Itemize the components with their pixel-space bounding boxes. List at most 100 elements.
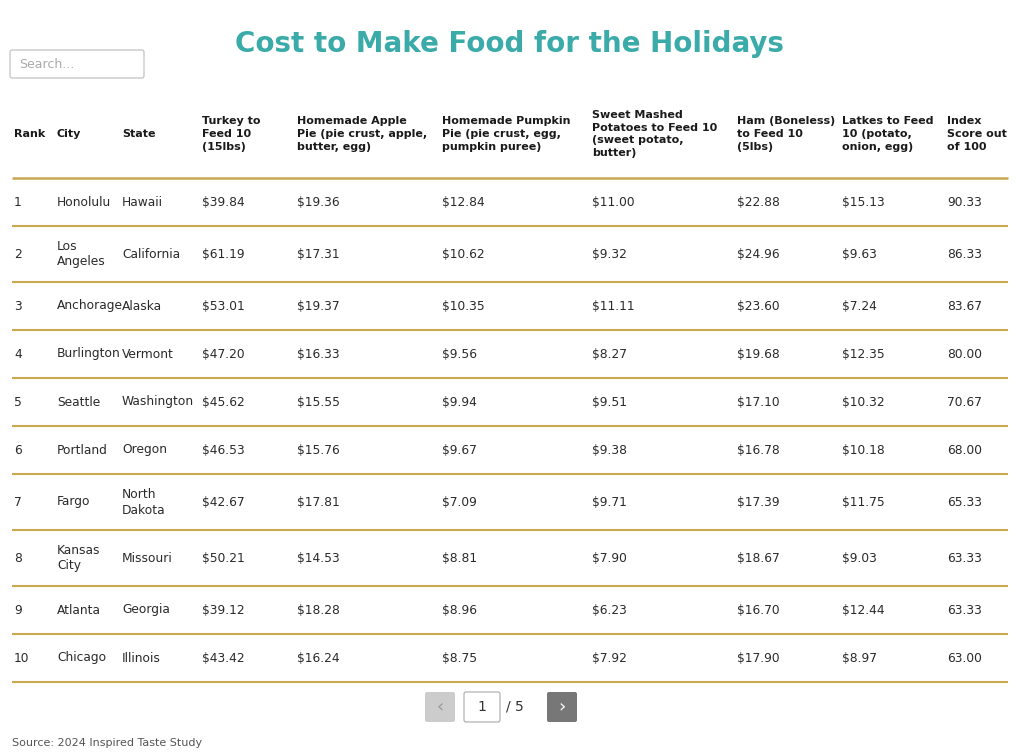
Text: 83.67: 83.67	[946, 299, 981, 313]
Text: 7: 7	[14, 496, 21, 508]
Text: Rank: Rank	[14, 129, 45, 139]
Text: $8.81: $8.81	[441, 551, 477, 565]
Text: $17.81: $17.81	[297, 496, 339, 508]
Text: 3: 3	[14, 299, 21, 313]
Text: ›: ›	[557, 698, 566, 716]
Text: $9.51: $9.51	[591, 396, 627, 408]
Text: $50.21: $50.21	[202, 551, 245, 565]
Text: ‹: ‹	[436, 698, 443, 716]
Text: $22.88: $22.88	[737, 196, 780, 208]
Text: $9.38: $9.38	[591, 444, 627, 456]
Text: $47.20: $47.20	[202, 347, 245, 360]
Text: $24.96: $24.96	[737, 247, 779, 260]
Text: $23.60: $23.60	[737, 299, 779, 313]
Text: 2: 2	[14, 247, 21, 260]
Text: Turkey to
Feed 10
(15lbs): Turkey to Feed 10 (15lbs)	[202, 117, 260, 152]
Text: $9.32: $9.32	[591, 247, 627, 260]
Text: 10: 10	[14, 651, 30, 665]
Text: $16.70: $16.70	[737, 604, 779, 617]
Text: California: California	[122, 247, 180, 260]
Text: Source: 2024 Inspired Taste Study: Source: 2024 Inspired Taste Study	[12, 738, 202, 748]
Text: 8: 8	[14, 551, 21, 565]
Text: Missouri: Missouri	[122, 551, 172, 565]
Text: 80.00: 80.00	[946, 347, 981, 360]
Text: 1: 1	[14, 196, 21, 208]
Text: $17.39: $17.39	[737, 496, 779, 508]
Text: Honolulu: Honolulu	[57, 196, 111, 208]
Text: 5: 5	[14, 396, 21, 408]
Text: $15.13: $15.13	[841, 196, 883, 208]
FancyBboxPatch shape	[10, 50, 144, 78]
Text: $53.01: $53.01	[202, 299, 245, 313]
Text: Burlington: Burlington	[57, 347, 120, 360]
Text: North
Dakota: North Dakota	[122, 487, 165, 517]
Text: $10.32: $10.32	[841, 396, 883, 408]
Text: $11.00: $11.00	[591, 196, 634, 208]
Text: $43.42: $43.42	[202, 651, 245, 665]
Text: Los
Angeles: Los Angeles	[57, 239, 106, 268]
FancyBboxPatch shape	[546, 692, 577, 722]
Text: $8.27: $8.27	[591, 347, 627, 360]
Text: $11.75: $11.75	[841, 496, 883, 508]
Text: 9: 9	[14, 604, 21, 617]
Text: $9.67: $9.67	[441, 444, 477, 456]
Text: $15.55: $15.55	[297, 396, 339, 408]
Text: $9.71: $9.71	[591, 496, 627, 508]
FancyBboxPatch shape	[464, 692, 499, 722]
Text: 70.67: 70.67	[946, 396, 981, 408]
Text: Oregon: Oregon	[122, 444, 167, 456]
Text: $39.84: $39.84	[202, 196, 245, 208]
Text: $61.19: $61.19	[202, 247, 245, 260]
Text: Index
Score out
of 100: Index Score out of 100	[946, 117, 1006, 152]
Text: 4: 4	[14, 347, 21, 360]
Text: Georgia: Georgia	[122, 604, 170, 617]
Text: $10.62: $10.62	[441, 247, 484, 260]
Text: $9.63: $9.63	[841, 247, 876, 260]
Text: Search...: Search...	[19, 57, 74, 71]
Text: $15.76: $15.76	[297, 444, 339, 456]
Text: $7.92: $7.92	[591, 651, 627, 665]
Text: 1: 1	[477, 700, 486, 714]
Text: $7.09: $7.09	[441, 496, 477, 508]
Text: $9.56: $9.56	[441, 347, 477, 360]
Text: Washington: Washington	[122, 396, 194, 408]
Text: $19.68: $19.68	[737, 347, 779, 360]
Text: $6.23: $6.23	[591, 604, 627, 617]
Text: $46.53: $46.53	[202, 444, 245, 456]
Text: $39.12: $39.12	[202, 604, 245, 617]
Text: $7.90: $7.90	[591, 551, 627, 565]
Text: Fargo: Fargo	[57, 496, 91, 508]
Text: Kansas
City: Kansas City	[57, 544, 101, 572]
Text: 65.33: 65.33	[946, 496, 981, 508]
Text: 86.33: 86.33	[946, 247, 981, 260]
Text: $45.62: $45.62	[202, 396, 245, 408]
Text: Cost to Make Food for the Holidays: Cost to Make Food for the Holidays	[235, 30, 784, 58]
Text: State: State	[122, 129, 155, 139]
Text: Atlanta: Atlanta	[57, 604, 101, 617]
Text: $12.84: $12.84	[441, 196, 484, 208]
Text: $17.90: $17.90	[737, 651, 779, 665]
Text: Anchorage: Anchorage	[57, 299, 123, 313]
Text: 68.00: 68.00	[946, 444, 981, 456]
Text: $8.97: $8.97	[841, 651, 876, 665]
Text: Hawaii: Hawaii	[122, 196, 163, 208]
Text: Portland: Portland	[57, 444, 108, 456]
Text: 90.33: 90.33	[946, 196, 981, 208]
Text: $11.11: $11.11	[591, 299, 634, 313]
Text: 63.00: 63.00	[946, 651, 981, 665]
Text: Ham (Boneless)
to Feed 10
(5lbs): Ham (Boneless) to Feed 10 (5lbs)	[737, 117, 835, 152]
Text: Illinois: Illinois	[122, 651, 161, 665]
Text: $9.03: $9.03	[841, 551, 876, 565]
Text: $7.24: $7.24	[841, 299, 876, 313]
Text: / 5: / 5	[505, 700, 523, 714]
Text: $12.44: $12.44	[841, 604, 883, 617]
Text: $9.94: $9.94	[441, 396, 477, 408]
Text: 63.33: 63.33	[946, 551, 981, 565]
Text: $18.67: $18.67	[737, 551, 779, 565]
Text: Chicago: Chicago	[57, 651, 106, 665]
Text: 6: 6	[14, 444, 21, 456]
Text: Latkes to Feed
10 (potato,
onion, egg): Latkes to Feed 10 (potato, onion, egg)	[841, 117, 932, 152]
Text: $17.10: $17.10	[737, 396, 779, 408]
Text: Vermont: Vermont	[122, 347, 173, 360]
Text: $8.75: $8.75	[441, 651, 477, 665]
